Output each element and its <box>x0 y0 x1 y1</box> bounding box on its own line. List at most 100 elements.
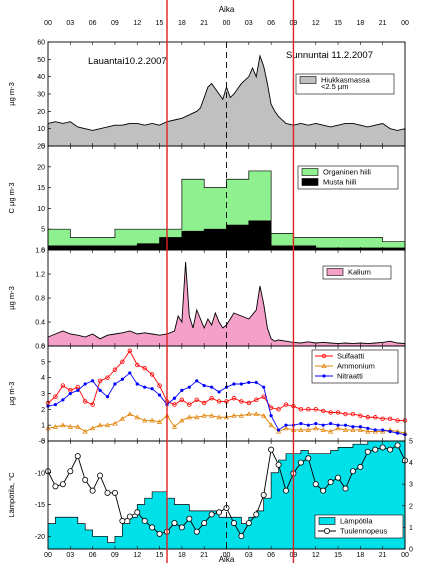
series-marker <box>112 367 118 372</box>
series-marker <box>105 375 110 380</box>
series-marker <box>52 483 59 490</box>
legend-label: Tuulennopeus <box>340 527 388 536</box>
series-marker <box>253 411 259 417</box>
top-time-tick-label: 00 <box>401 20 409 27</box>
y-tick-label: 2 <box>41 407 45 414</box>
y-tick-label: 15 <box>37 185 45 192</box>
y-tick-label: 0 <box>41 248 45 255</box>
series-marker <box>223 414 230 420</box>
series-marker <box>134 414 140 420</box>
y-tick-label: 3 <box>41 391 45 398</box>
legend-swatch <box>318 517 336 525</box>
series-marker <box>61 398 65 402</box>
series-marker <box>358 413 363 418</box>
series-marker <box>113 382 117 386</box>
y-tick-label: 40 <box>37 74 45 81</box>
series-marker <box>358 425 362 429</box>
series-marker <box>283 425 289 431</box>
bottom-time-tick-label: 09 <box>111 552 119 559</box>
series-marker <box>74 453 81 460</box>
series-marker <box>150 387 154 391</box>
series-marker <box>216 399 222 404</box>
y-tick-label: -5 <box>39 439 45 446</box>
series-marker <box>209 412 215 418</box>
series-marker <box>299 421 303 426</box>
series-marker <box>142 417 148 423</box>
y-tick-label: 60 <box>37 40 45 47</box>
y-tick-label: 50 <box>37 57 45 64</box>
series-marker <box>323 528 330 535</box>
bottom-time-tick-label: 18 <box>356 552 364 559</box>
top-time-tick-label: 12 <box>133 20 141 27</box>
series-marker <box>68 391 72 396</box>
series-marker <box>395 418 400 423</box>
series-marker <box>283 402 289 407</box>
series-marker <box>351 425 355 429</box>
series-marker <box>372 446 379 453</box>
series-marker <box>67 424 73 429</box>
series-marker <box>298 427 304 432</box>
series-marker <box>208 511 215 518</box>
legend-label: Musta hiili <box>323 178 357 187</box>
series-marker <box>366 426 370 430</box>
series-marker <box>210 385 214 389</box>
series-marker <box>253 511 260 518</box>
series-marker <box>343 423 348 427</box>
series-marker <box>187 402 192 407</box>
series-marker <box>312 481 319 488</box>
bottom-time-tick-label: 15 <box>334 552 342 559</box>
y2-tick-label: 2 <box>409 503 413 510</box>
top-time-tick-label: 12 <box>312 20 320 27</box>
series-marker <box>104 489 111 496</box>
series-marker <box>60 422 66 428</box>
legend-label: Kalium <box>348 268 371 277</box>
series-marker <box>52 424 59 429</box>
series-marker <box>82 476 89 483</box>
bottom-time-tick-label: 00 <box>223 552 231 559</box>
series-marker <box>157 393 162 397</box>
y-tick-label: 25 <box>37 144 45 151</box>
series-marker <box>97 472 104 479</box>
series-marker <box>53 394 58 399</box>
y-tick-label: -10 <box>35 470 45 477</box>
series-marker <box>322 374 326 378</box>
series-marker <box>335 474 342 481</box>
series-marker <box>89 487 96 494</box>
legend-swatch <box>301 168 319 176</box>
series-marker <box>320 487 327 494</box>
y-tick-label: 20 <box>37 109 45 116</box>
legend-label: Nitraatti <box>337 372 363 381</box>
series-marker <box>305 427 311 432</box>
series-marker <box>201 412 207 418</box>
legend-label: Ammonium <box>337 362 375 371</box>
series-marker <box>194 414 200 420</box>
y-tick-label: 10 <box>37 206 45 213</box>
series-marker <box>53 402 58 407</box>
y-tick-label: 1 <box>41 423 45 430</box>
legend-box <box>297 165 399 190</box>
y2-tick-label: 3 <box>409 482 413 489</box>
bottom-time-tick-label: 03 <box>245 552 253 559</box>
y-tick-label: 10 <box>37 126 45 133</box>
series-marker <box>194 397 199 403</box>
panel-carbon: 0 5 10 15 20 25 C µg m-3 <box>7 144 406 255</box>
legend-swatch <box>299 76 317 84</box>
legend-label: Lämpötila <box>340 517 373 526</box>
top-axis-title: Aika <box>219 5 235 14</box>
series-marker <box>268 422 274 428</box>
top-time-tick-label: 00 <box>44 20 52 27</box>
series-marker <box>171 520 178 527</box>
series-marker <box>82 428 88 434</box>
series-marker <box>364 448 371 455</box>
y-axis-label: µg m-3 <box>7 286 16 310</box>
series-marker <box>365 428 371 434</box>
legend-potassium: Kalium <box>322 265 392 280</box>
series-marker <box>187 385 191 389</box>
series-marker <box>230 520 237 527</box>
series-marker <box>98 388 102 392</box>
series-marker <box>83 382 87 386</box>
series-marker <box>76 388 80 392</box>
y-tick-label: -20 <box>35 534 45 541</box>
series-marker <box>246 400 252 406</box>
